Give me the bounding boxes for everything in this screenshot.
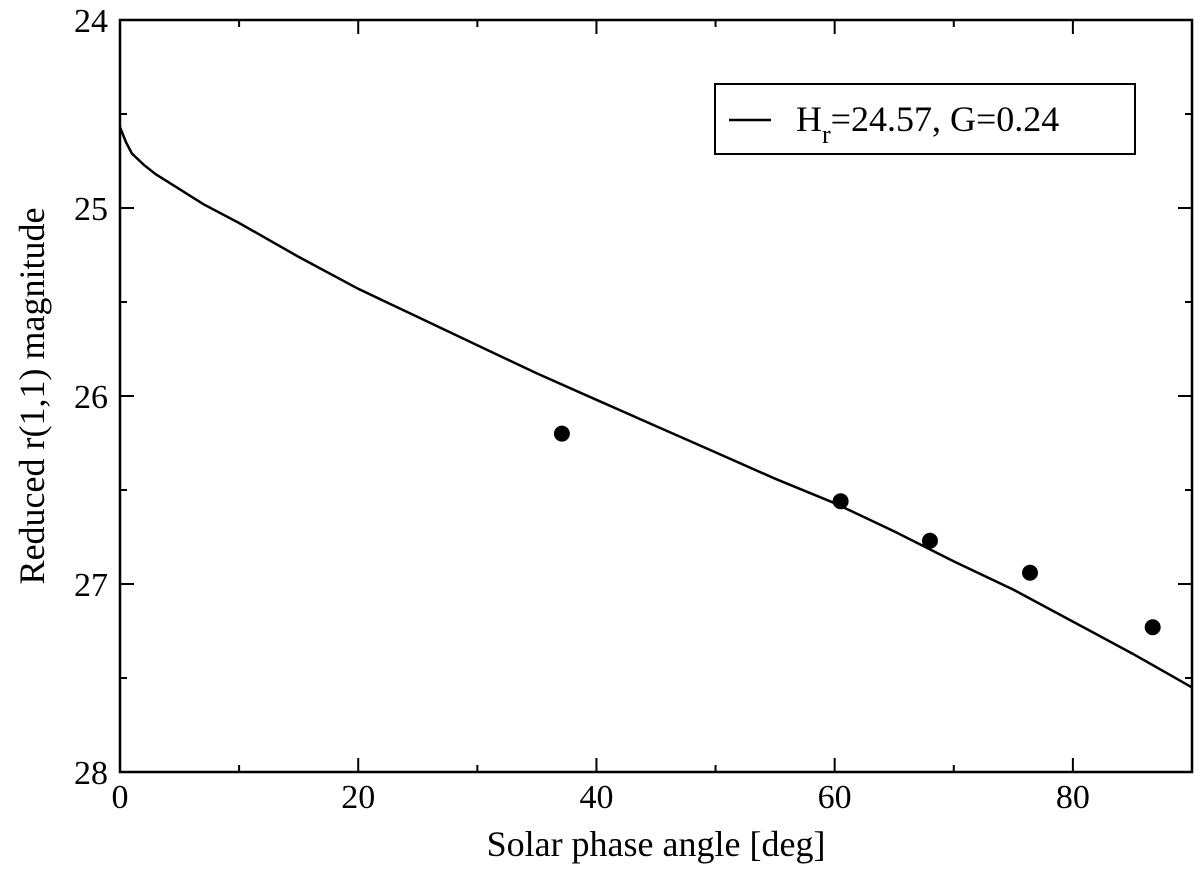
data-point xyxy=(921,532,938,549)
x-tick-label: 0 xyxy=(112,779,129,816)
legend-symbol: H xyxy=(796,99,822,139)
legend-label: Hr=24.57, G=0.24 xyxy=(796,99,1059,149)
y-tick-label: 25 xyxy=(74,191,108,228)
fit-line-series xyxy=(118,126,1193,689)
x-axis-title: Solar phase angle [deg] xyxy=(487,824,826,864)
x-tick-label: 20 xyxy=(341,779,375,816)
fit-line xyxy=(118,126,1193,689)
y-tick-label: 28 xyxy=(74,755,108,792)
y-tick-label: 26 xyxy=(74,379,108,416)
legend: Hr=24.57, G=0.24 xyxy=(714,83,1136,155)
tick-labels: 0 20 40 60 80 24 25 26 27 28 xyxy=(74,3,1090,816)
y-tick-label: 24 xyxy=(74,3,108,40)
legend-subscript: r xyxy=(822,120,831,149)
data-point xyxy=(832,493,849,510)
data-point xyxy=(1022,564,1039,581)
x-tick-label: 40 xyxy=(579,779,613,816)
x-tick-label: 80 xyxy=(1056,779,1090,816)
axis-ticks xyxy=(119,19,1192,773)
legend-box xyxy=(714,83,1136,155)
data-point xyxy=(1144,619,1161,636)
legend-text: =24.57, G=0.24 xyxy=(831,99,1060,139)
observation-points xyxy=(553,425,1161,636)
y-tick-label: 27 xyxy=(74,567,108,604)
data-point xyxy=(553,425,570,442)
y-axis-title: Reduced r(1,1) magnitude xyxy=(12,208,52,585)
x-tick-label: 60 xyxy=(818,779,852,816)
